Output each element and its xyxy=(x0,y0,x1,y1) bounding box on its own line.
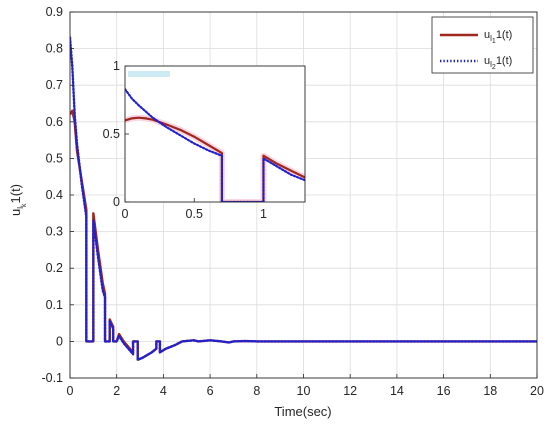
series-1-line xyxy=(125,116,305,202)
x-tick-label: 1 xyxy=(260,207,267,221)
x-tick-label: 12 xyxy=(343,384,357,398)
series-2-line xyxy=(125,88,305,202)
x-axis-label: Time(sec) xyxy=(274,404,331,419)
y-tick-label: 0.1 xyxy=(46,298,63,312)
main-series-group xyxy=(70,36,537,361)
x-tick-label: 0.5 xyxy=(186,207,203,221)
y-tick-label: 0.5 xyxy=(46,151,63,165)
x-tick-label: 4 xyxy=(160,384,167,398)
x-tick-label: 14 xyxy=(390,384,404,398)
y-tick-label: 0.6 xyxy=(46,115,63,129)
x-tick-label: 18 xyxy=(483,384,497,398)
y-tick-label: 0.8 xyxy=(46,42,63,56)
x-tick-label: 8 xyxy=(253,384,260,398)
main-x-tick-labels: 0 2 4 6 8 10 12 14 16 18 20 xyxy=(67,374,544,398)
y-tick-label: 0 xyxy=(56,334,63,348)
x-tick-label: 16 xyxy=(437,384,451,398)
legend-box xyxy=(431,16,534,74)
inset-y-tick-labels: 00.51 xyxy=(103,59,129,209)
x-tick-label: 6 xyxy=(207,384,214,398)
inset-legend-ghost xyxy=(128,71,170,77)
x-tick-label: 2 xyxy=(113,384,120,398)
y-tick-label: 0.7 xyxy=(46,78,63,92)
inset-x-tick-labels: 0 0.5 1 xyxy=(122,198,267,221)
legend: ul11(t) ul21(t) xyxy=(431,16,534,74)
legend-label-series-2: ul21(t) xyxy=(484,55,512,71)
x-tick-label: 0 xyxy=(122,207,129,221)
main-y-tick-labels: -0.1 0 0.1 0.2 0.3 0.4 0.5 0.6 0.7 0.8 0.9 xyxy=(41,5,74,385)
y-tick-label: 0.9 xyxy=(46,5,63,19)
y-tick-label: 1 xyxy=(113,59,120,73)
y-tick-label: 0.2 xyxy=(46,261,63,275)
y-tick-label: -0.1 xyxy=(41,371,63,385)
y-tick-label: 0.5 xyxy=(103,127,120,141)
series-2-line xyxy=(70,36,537,361)
inset-plot-area xyxy=(125,66,305,202)
inset-chart: 0 0.5 1 00.51 xyxy=(103,59,306,221)
y-tick-label: 0.4 xyxy=(46,188,63,202)
legend-label-series-1: ul11(t) xyxy=(484,29,512,45)
x-tick-label: 20 xyxy=(530,384,544,398)
inset-series-group xyxy=(125,88,305,202)
x-tick-label: 10 xyxy=(297,384,311,398)
x-tick-label: 0 xyxy=(67,384,74,398)
y-tick-label: 0.3 xyxy=(46,225,63,239)
y-tick-label: 0 xyxy=(113,195,120,209)
y-axis-label: ulk1(t) xyxy=(8,184,28,216)
